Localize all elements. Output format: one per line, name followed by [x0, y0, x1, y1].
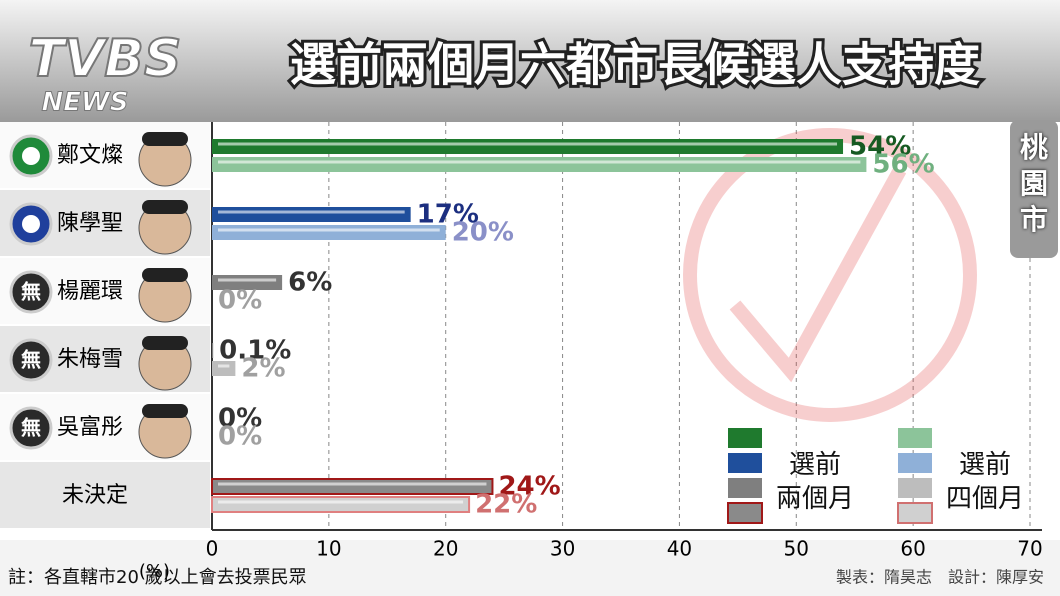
legend-label: 選前 兩個月 — [775, 450, 854, 514]
party-emblem — [22, 215, 40, 233]
category-label: 楊麗環 — [57, 279, 123, 304]
party-label: 無 — [21, 416, 41, 440]
legend-swatch — [728, 453, 762, 473]
party-icon — [9, 338, 53, 382]
bar — [212, 225, 446, 240]
category-label: 陳學聖 — [57, 211, 123, 236]
value-label: 2% — [241, 354, 285, 384]
bar — [212, 157, 867, 172]
bar — [212, 139, 844, 154]
legend-swatch — [728, 428, 762, 448]
x-tick-label: 60 — [900, 537, 925, 561]
photo-hair — [142, 336, 188, 350]
value-label: 6% — [288, 268, 332, 298]
value-label: 0% — [218, 404, 262, 434]
value-label: 17% — [417, 200, 479, 230]
logo-brand: TVBS — [29, 29, 182, 89]
photo-hair — [142, 200, 188, 214]
bar — [211, 496, 471, 513]
x-tick-label: 70 — [1017, 537, 1042, 561]
row-bg — [0, 462, 210, 528]
value-label: 20% — [452, 218, 514, 248]
bar — [212, 343, 214, 358]
party-emblem — [22, 147, 40, 165]
legend-swatch — [727, 502, 763, 524]
header-bg — [0, 0, 1060, 122]
photo-hair — [142, 268, 188, 282]
value-label: 56% — [872, 150, 934, 180]
bar — [212, 207, 411, 222]
category-label: 未決定 — [62, 483, 128, 508]
x-tick-label: 30 — [550, 537, 575, 561]
value-label: 0.1% — [219, 336, 291, 366]
x-tick-label: 10 — [316, 537, 341, 561]
credits: 製表：隋昊志 設計：陳厚安 — [836, 568, 1044, 587]
region-box — [1010, 120, 1058, 258]
bar — [211, 478, 494, 495]
value-label: 22% — [475, 490, 537, 520]
x-tick-label: 50 — [784, 537, 809, 561]
value-label: 24% — [498, 472, 560, 502]
x-tick-label: 0 — [206, 537, 219, 561]
category-label: 鄭文燦 — [57, 143, 123, 168]
legend-swatch — [897, 502, 933, 524]
watermark — [683, 128, 977, 422]
category-label: 朱梅雪 — [57, 347, 123, 372]
region-label: 桃園市 — [1019, 131, 1048, 236]
legend-swatch — [728, 478, 762, 498]
party-label: 無 — [21, 280, 41, 304]
bar — [212, 361, 236, 376]
x-axis-label: (%) — [139, 561, 170, 582]
footer-bg — [0, 540, 1060, 596]
legend-label: 選前 四個月 — [945, 450, 1024, 514]
party-icon — [9, 406, 53, 450]
x-tick-label: 20 — [433, 537, 458, 561]
legend-swatch — [898, 428, 932, 448]
logo-sub: NEWS — [42, 88, 129, 118]
photo-hair — [142, 132, 188, 146]
value-label: 0% — [218, 286, 262, 316]
note: 註：各直轄市20 歲以上會去投票民眾 — [8, 567, 307, 588]
party-label: 無 — [21, 348, 41, 372]
legend-swatch — [898, 453, 932, 473]
chart-title: 選前兩個月六都市長候選人支持度 — [290, 38, 980, 92]
value-label: 54% — [849, 132, 911, 162]
category-label: 吳富彤 — [57, 415, 123, 440]
x-tick-label: 40 — [667, 537, 692, 561]
value-label: 0% — [218, 422, 262, 452]
photo-hair — [142, 404, 188, 418]
party-icon — [9, 270, 53, 314]
legend-swatch — [898, 478, 932, 498]
